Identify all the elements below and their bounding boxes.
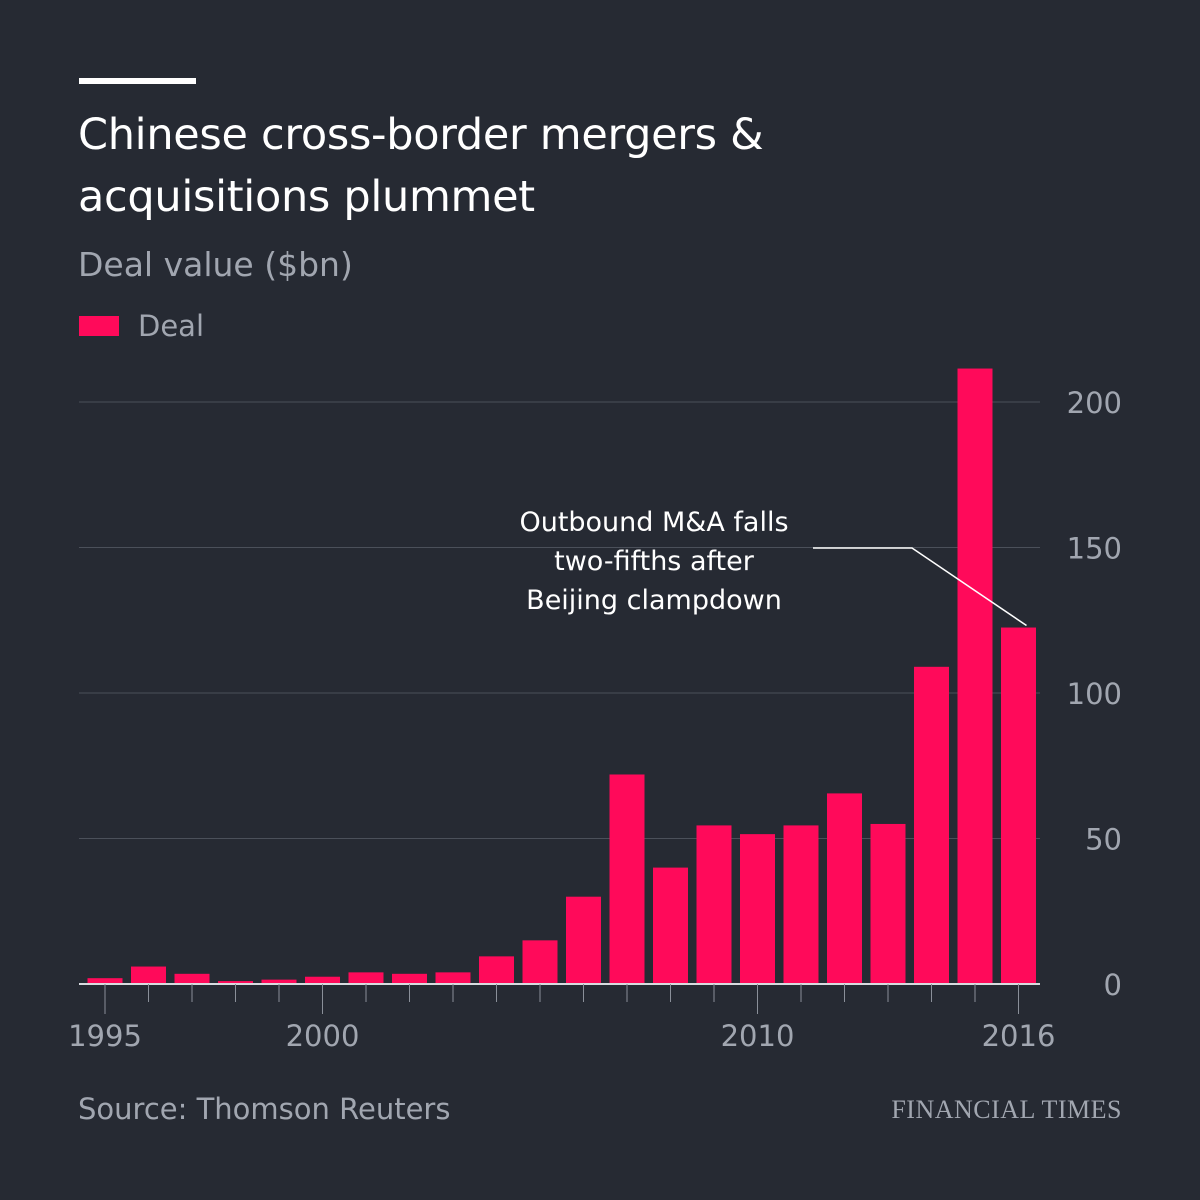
bar	[87, 978, 123, 984]
bar	[827, 793, 862, 984]
annotation-text-line: Beijing clampdown	[526, 585, 782, 616]
title-accent-rule	[79, 78, 196, 84]
bar	[218, 981, 253, 984]
bar	[261, 979, 297, 984]
legend-swatch-deal	[79, 316, 119, 336]
y-tick-label: 0	[1104, 968, 1122, 1002]
bar	[305, 976, 340, 984]
legend: Deal	[79, 306, 204, 346]
x-tick-label: 2016	[982, 1019, 1056, 1053]
y-tick-label: 100	[1067, 677, 1122, 711]
bar	[131, 966, 166, 984]
bar	[653, 867, 688, 984]
chart-title: Chinese cross-border mergers & acquisiti…	[78, 110, 764, 222]
publisher-wordmark: FINANCIAL TIMES	[891, 1095, 1122, 1124]
bar	[348, 972, 384, 984]
bar	[566, 896, 601, 984]
bar	[870, 823, 906, 984]
y-tick-label: 200	[1067, 386, 1122, 420]
x-tick-label: 1995	[68, 1019, 142, 1053]
annotation-text-line: two-fifths after	[554, 546, 755, 577]
bar	[392, 973, 427, 984]
bar	[479, 956, 514, 984]
bar	[522, 940, 558, 984]
bar	[435, 972, 471, 984]
x-tick-label: 2010	[721, 1019, 795, 1053]
x-tick-label: 2000	[286, 1019, 360, 1053]
y-tick-label: 50	[1085, 823, 1122, 857]
bar	[957, 368, 993, 984]
annotation-text-line: Outbound M&A falls	[519, 507, 788, 538]
source-note: Source: Thomson Reuters	[78, 1092, 451, 1126]
bar	[609, 774, 645, 984]
y-tick-label: 150	[1067, 532, 1122, 566]
bar	[914, 666, 949, 984]
bar	[740, 834, 775, 984]
bar	[783, 825, 819, 984]
bar	[1001, 627, 1036, 984]
legend-label-deal: Deal	[138, 309, 205, 343]
annotation-leader-line	[813, 547, 1027, 627]
bar	[174, 973, 210, 984]
chart-subtitle: Deal value ($bn)	[78, 245, 353, 284]
bar	[696, 825, 732, 984]
